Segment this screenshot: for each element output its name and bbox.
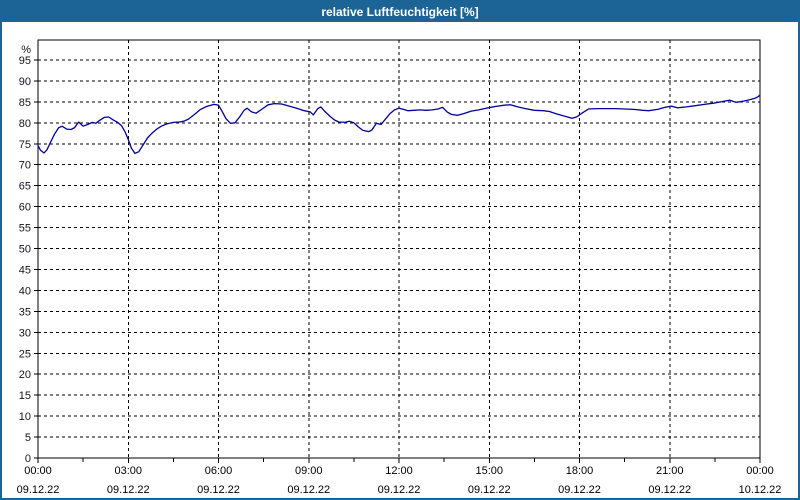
y-axis-tick-label: 65 <box>19 181 31 193</box>
chart-title-bar: relative Luftfeuchtigkeit [%] <box>2 2 798 22</box>
x-axis-date-label: 09.12.22 <box>648 484 691 496</box>
y-axis-tick-label: 40 <box>19 285 31 297</box>
y-axis-tick-label: 30 <box>19 327 31 339</box>
y-axis-unit-label: % <box>21 44 31 56</box>
x-axis-date-label: 09.12.22 <box>287 484 330 496</box>
chart-region: 0 5 10 15 20 25 30 35 40 45 50 55 60 65 70 75 80 85 90 95% 0… <box>2 22 798 498</box>
x-axis-date-label: 09.12.22 <box>558 484 601 496</box>
x-axis-date-label: 09.12.22 <box>197 484 240 496</box>
y-axis-tick-label: 25 <box>19 348 31 360</box>
x-axis-date-label: 10.12.22 <box>739 484 782 496</box>
x-axis-time-label: 03:00 <box>114 465 142 477</box>
chart-title: relative Luftfeuchtigkeit [%] <box>321 5 479 19</box>
series-line-relative-luftfeuchtigkeit <box>37 94 761 155</box>
y-axis-tick-label: 50 <box>19 244 31 256</box>
y-axis-tick-label: 80 <box>19 118 31 130</box>
y-axis-tick-label: 95 <box>19 55 31 67</box>
x-axis-date-label: 09.12.22 <box>378 484 421 496</box>
x-axis-time-label: 00:00 <box>746 465 774 477</box>
x-axis-time-label: 09:00 <box>295 465 323 477</box>
y-axis-tick-label: 85 <box>19 97 31 109</box>
y-axis-tick-label: 55 <box>19 223 31 235</box>
y-axis-tick-label: 5 <box>25 432 31 444</box>
y-axis-tick-label: 45 <box>19 264 31 276</box>
y-axis-tick-label: 0 <box>25 453 31 465</box>
x-axis-time-label: 06:00 <box>205 465 233 477</box>
y-axis-tick-label: 70 <box>19 160 31 172</box>
y-axis-tick-label: 35 <box>19 306 31 318</box>
y-axis-tick-label: 60 <box>19 202 31 214</box>
x-axis-date-label: 09.12.22 <box>468 484 511 496</box>
y-axis-tick-label: 20 <box>19 369 31 381</box>
x-axis-time-label: 12:00 <box>385 465 413 477</box>
x-axis-time-label: 21:00 <box>656 465 684 477</box>
x-axis-time-label: 18:00 <box>566 465 594 477</box>
x-axis-date-label: 09.12.22 <box>107 484 150 496</box>
y-axis-tick-label: 90 <box>19 76 31 88</box>
humidity-line-chart: 0 5 10 15 20 25 30 35 40 45 50 55 60 65 70 75 80 85 90 95% 0… <box>17 39 782 496</box>
x-axis-time-label: 00:00 <box>24 465 52 477</box>
x-axis-date-label: 09.12.22 <box>17 484 60 496</box>
y-axis-tick-label: 15 <box>19 390 31 402</box>
y-axis-tick-label: 10 <box>19 411 31 423</box>
y-axis-tick-label: 75 <box>19 139 31 151</box>
x-axis-time-label: 15:00 <box>475 465 503 477</box>
